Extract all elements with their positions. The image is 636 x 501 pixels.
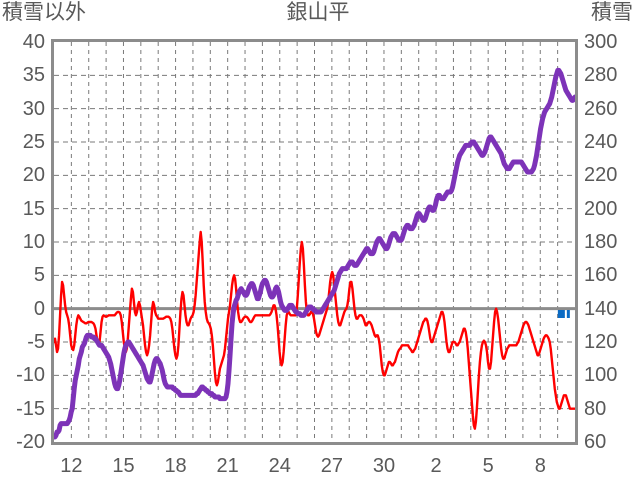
x-tick-15: 15 (112, 455, 135, 477)
right-tick-280: 280 (584, 64, 618, 87)
x-tick-8: 8 (534, 455, 546, 477)
left-tick-0: 0 (33, 297, 45, 320)
series-line-other (54, 230, 575, 430)
data-markers (557, 310, 570, 318)
right-tick-180: 180 (584, 231, 618, 253)
plot-svg (54, 42, 575, 442)
right-tick-100: 100 (584, 364, 618, 387)
left-axis-title: 積雪以外 (2, 1, 86, 24)
left-tick-10: 10 (22, 231, 45, 253)
x-tick-2: 2 (430, 455, 442, 477)
left-tick--10: -10 (16, 364, 45, 387)
x-tick-30: 30 (372, 455, 396, 477)
left-tick-25: 25 (22, 131, 45, 153)
page-title: 銀山平 (286, 1, 350, 24)
left-tick-30: 30 (22, 97, 45, 120)
x-tick-24: 24 (268, 455, 291, 477)
x-tick-21: 21 (216, 455, 239, 477)
x-tick-27: 27 (320, 455, 343, 477)
left-tick--5: -5 (27, 331, 45, 353)
x-tick-18: 18 (164, 455, 187, 477)
left-tick--20: -20 (16, 431, 45, 453)
plot-area (54, 42, 575, 442)
right-tick-60: 60 (584, 431, 607, 453)
left-tick-35: 35 (22, 64, 45, 87)
left-tick-20: 20 (22, 164, 45, 187)
series-line-snow (54, 67, 575, 440)
right-tick-240: 240 (584, 131, 618, 153)
right-tick-260: 260 (584, 97, 618, 120)
right-tick-140: 140 (584, 297, 618, 320)
blue-marker-tick (566, 310, 570, 318)
left-tick-5: 5 (33, 264, 45, 287)
right-tick-80: 80 (584, 397, 607, 420)
x-tick-5: 5 (482, 455, 494, 477)
right-tick-300: 300 (584, 31, 618, 53)
right-tick-200: 200 (584, 197, 618, 220)
right-tick-160: 160 (584, 264, 618, 287)
left-tick-40: 40 (22, 31, 45, 53)
left-tick-15: 15 (22, 197, 45, 220)
right-tick-120: 120 (584, 331, 618, 353)
right-tick-220: 220 (584, 164, 618, 187)
right-axis-title: 積雪 (591, 1, 633, 24)
x-tick-12: 12 (60, 455, 83, 477)
left-tick--15: -15 (16, 397, 45, 420)
blue-marker (557, 310, 565, 318)
plot-frame (51, 39, 578, 445)
